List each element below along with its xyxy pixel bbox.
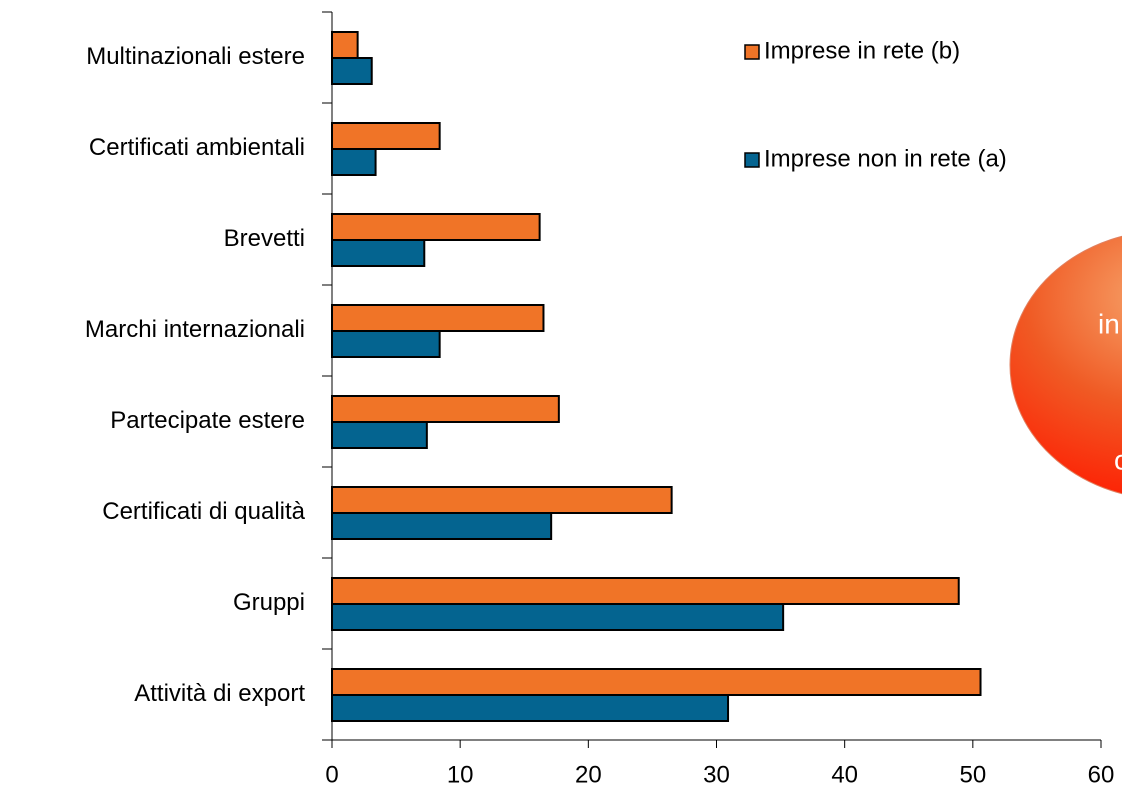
- y-tick-label: Certificati ambientali: [89, 134, 305, 161]
- bar: [331, 330, 441, 358]
- y-tick-label: Marchi internazionali: [85, 316, 305, 343]
- x-tick-label: 0: [325, 761, 338, 788]
- x-tick-label: 50: [959, 761, 986, 788]
- legend-swatch: [744, 152, 760, 168]
- bar: [331, 122, 441, 150]
- bar: [331, 486, 673, 514]
- x-tick-label: 60: [1088, 761, 1115, 788]
- y-tick-label: Multinazionali estere: [86, 43, 305, 70]
- bar: [331, 395, 560, 423]
- bar: [331, 304, 545, 332]
- bar: [331, 577, 960, 605]
- y-tick-label: Attività di export: [134, 680, 305, 707]
- x-tick-label: 30: [703, 761, 730, 788]
- bar: [331, 148, 377, 176]
- x-tick-label: 10: [447, 761, 474, 788]
- legend-swatch: [744, 44, 760, 60]
- legend-label: Imprese non in rete (a): [764, 145, 1007, 172]
- legend-label: Imprese in rete (b): [764, 37, 960, 64]
- callout-bubble: [1009, 235, 1122, 495]
- bar: [331, 213, 541, 241]
- bar: [331, 512, 553, 540]
- y-tick-label: Certificati di qualità: [102, 498, 305, 525]
- annotation: c: [1114, 444, 1122, 475]
- annotation: in: [1098, 308, 1120, 339]
- bar: [331, 603, 785, 631]
- bar: [331, 421, 428, 449]
- bar: [331, 239, 426, 267]
- bar: [331, 668, 982, 696]
- x-tick-label: 40: [831, 761, 858, 788]
- y-tick-label: Partecipate estere: [110, 407, 305, 434]
- x-tick-label: 20: [575, 761, 602, 788]
- y-tick-label: Gruppi: [233, 589, 305, 616]
- bar: [331, 57, 373, 85]
- y-tick-label: Brevetti: [224, 225, 305, 252]
- bar: [331, 31, 359, 59]
- bar: [331, 694, 730, 722]
